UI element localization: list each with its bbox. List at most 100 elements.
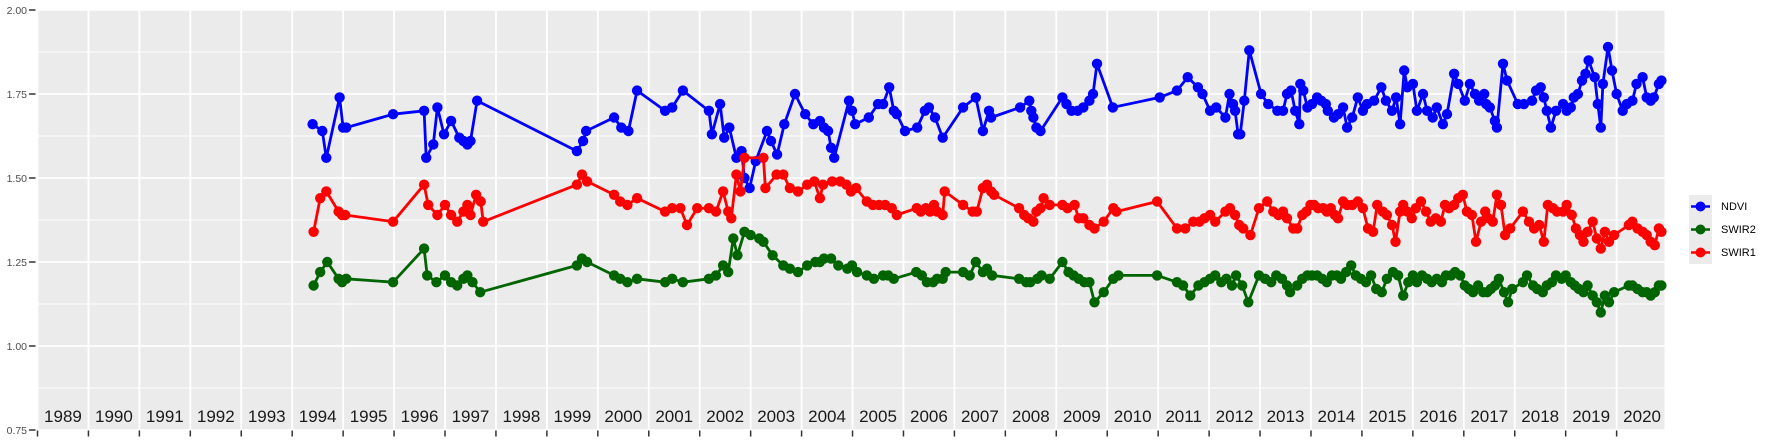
data-point-swir2 [1493, 273, 1505, 284]
data-point-swir1 [1415, 196, 1427, 207]
data-point-swir1 [1406, 213, 1418, 224]
data-point-ndvi [849, 119, 861, 130]
data-point-swir2 [1346, 260, 1357, 271]
x-axis-year-label: 2010 [1114, 407, 1152, 426]
data-point-ndvi [957, 102, 969, 113]
data-point-ndvi [1171, 85, 1183, 96]
data-point-swir1 [1470, 236, 1482, 247]
data-point-ndvi [822, 125, 834, 137]
data-point-ndvi [891, 109, 902, 120]
data-point-swir2 [1113, 270, 1124, 281]
x-axis-year-label: 2018 [1521, 407, 1559, 426]
data-point-swir1 [1210, 216, 1221, 227]
data-point-ndvi [1491, 122, 1503, 133]
data-point-swir1 [1180, 223, 1191, 234]
data-point-ndvi [829, 152, 840, 163]
data-point-ndvi [1535, 82, 1546, 93]
data-point-ndvi [1337, 102, 1349, 113]
x-axis-year-label: 2019 [1572, 407, 1610, 426]
data-point-ndvi [1592, 98, 1604, 110]
x-axis-year-label: 1993 [248, 407, 286, 426]
data-point-ndvi [761, 125, 773, 137]
x-axis-year-label: 2007 [961, 407, 999, 426]
data-point-swir1 [1111, 206, 1122, 217]
data-point-swir1 [308, 226, 319, 237]
data-point-ndvi [1407, 78, 1419, 90]
data-point-ndvi [1427, 112, 1438, 123]
data-point-ndvi [1631, 78, 1642, 90]
data-point-ndvi [1380, 95, 1392, 106]
data-point-ndvi [1014, 102, 1026, 113]
data-point-swir1 [1495, 199, 1507, 211]
data-point-swir1 [1656, 226, 1667, 237]
data-point-ndvi [1239, 95, 1250, 106]
data-point-ndvi [1285, 85, 1297, 96]
data-point-swir1 [809, 176, 820, 187]
data-point-swir1 [1253, 203, 1265, 214]
x-axis-year-label: 2005 [859, 407, 897, 426]
data-point-swir1 [452, 216, 463, 227]
data-point-swir1 [988, 189, 1000, 200]
data-point-swir1 [739, 152, 750, 163]
data-point-ndvi [714, 98, 726, 110]
data-point-ndvi [418, 105, 430, 117]
data-point-ndvi [1390, 92, 1402, 103]
data-point-swir1 [1457, 189, 1469, 200]
data-point-swir1 [1069, 199, 1080, 211]
data-point-swir2 [1591, 297, 1603, 308]
data-point-swir1 [1566, 209, 1578, 221]
data-point-swir1 [465, 209, 476, 221]
data-point-ndvi [1078, 102, 1089, 113]
data-point-ndvi [1229, 105, 1241, 117]
data-point-swir2 [341, 273, 352, 284]
data-point-swir1 [1098, 216, 1109, 227]
data-point-swir2 [1595, 307, 1607, 318]
data-point-ndvi [863, 112, 874, 123]
data-point-swir2 [1603, 297, 1615, 308]
data-point-ndvi [1399, 65, 1410, 76]
data-point-swir1 [315, 193, 326, 204]
data-point-ndvi [1431, 102, 1443, 113]
data-point-ndvi [929, 112, 941, 123]
data-point-swir2 [825, 253, 837, 264]
data-point-ndvi [1341, 122, 1353, 133]
data-point-ndvi [1224, 88, 1235, 100]
data-point-ndvi [1263, 98, 1274, 110]
data-point-swir1 [710, 206, 722, 217]
data-point-swir1 [957, 199, 969, 211]
data-point-swir2 [1381, 273, 1393, 284]
data-point-swir1 [1292, 223, 1303, 234]
data-point-swir2 [758, 236, 769, 247]
data-point-swir2 [745, 229, 756, 241]
y-axis-tick-label: 2.00 [7, 5, 28, 17]
data-point-swir2 [422, 270, 433, 281]
x-axis-year-label: 2001 [655, 407, 693, 426]
data-point-swir2 [581, 256, 593, 268]
data-point-swir2 [1284, 287, 1296, 298]
data-point-swir1 [1238, 223, 1249, 234]
data-point-swir1 [1229, 209, 1241, 221]
legend-label-swir1: SWIR1 [1721, 246, 1756, 259]
data-point-swir1 [1517, 206, 1529, 217]
data-point-swir1 [827, 176, 838, 187]
data-point-ndvi [1352, 92, 1364, 103]
y-axis-tick-label: 1.50 [7, 173, 28, 185]
legend-entry-ndvi: NDVI [1689, 195, 1756, 218]
data-point-swir1 [608, 189, 620, 200]
x-axis-year-label: 1991 [146, 407, 184, 426]
data-point-ndvi [846, 105, 858, 117]
data-point-ndvi [1606, 65, 1618, 76]
data-point-ndvi [1290, 105, 1301, 117]
data-point-swir1 [1332, 213, 1344, 224]
data-point-swir1 [631, 193, 643, 204]
data-point-ndvi [445, 115, 457, 127]
data-point-swir2 [1226, 280, 1238, 291]
data-point-ndvi [1197, 88, 1208, 100]
data-point-swir1 [667, 203, 678, 214]
data-point-swir2 [1098, 287, 1109, 298]
data-point-ndvi [1565, 102, 1577, 113]
data-point-ndvi [1572, 88, 1584, 100]
data-point-ndvi [571, 145, 583, 157]
data-point-swir1 [1038, 193, 1049, 204]
